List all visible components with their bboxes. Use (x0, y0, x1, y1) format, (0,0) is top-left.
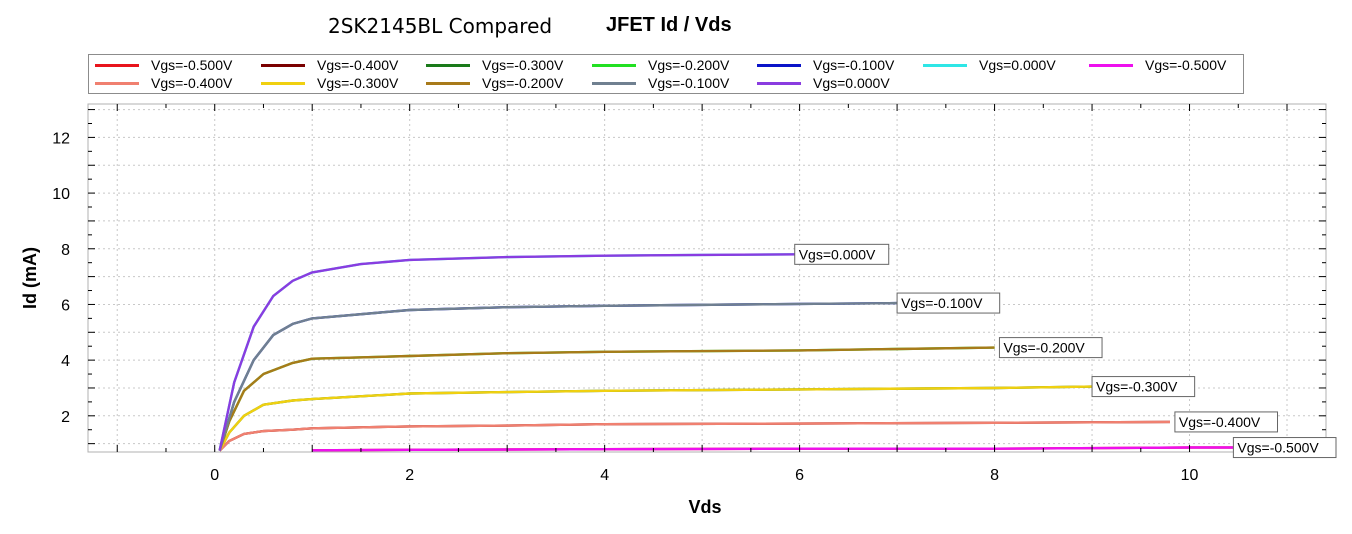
curve-label-box (998, 337, 1103, 359)
curve-label-1: Vgs=-0.100V (896, 292, 1001, 314)
x-tick-label: 2 (405, 467, 414, 484)
chart-title: JFET Id / Vds (606, 14, 732, 36)
curve-label-0: Vgs=0.000V (794, 243, 890, 265)
series-line-10 (218, 301, 898, 451)
y-axis-label: Id (mA) (20, 247, 40, 309)
legend-swatch (426, 64, 470, 67)
curve-label-box (896, 292, 1001, 314)
annotation-layer: Vgs=0.000V Vgs=-0.100V Vgs=-0.200V Vgs=-0.3… (794, 243, 1337, 459)
legend-swatch (923, 64, 967, 67)
legend-swatch (261, 64, 305, 67)
curve-label-2: Vgs=-0.200V (998, 337, 1103, 359)
legend-label: Vgs=-0.400V (151, 75, 233, 91)
series-line-9 (218, 346, 995, 451)
legend-label: Vgs=-0.100V (648, 75, 730, 91)
series-line-11 (218, 253, 800, 451)
legend-label: Vgs=0.000V (813, 75, 890, 91)
x-tick-label: 0 (210, 467, 219, 484)
curve-label-text: Vgs=-0.400V (1179, 414, 1261, 430)
curve-label-box (1091, 376, 1196, 398)
curve-label-box (1174, 411, 1279, 433)
legend-swatch (95, 82, 139, 85)
curve-label-5: Vgs=-0.500V (1232, 437, 1337, 459)
legend-swatch (261, 82, 305, 85)
legend-label: Vgs=-0.200V (482, 75, 564, 91)
curve-label-box (1232, 437, 1337, 459)
legend-label: Vgs=-0.300V (317, 75, 399, 91)
legend-swatch (592, 64, 636, 67)
curve-label-text: Vgs=-0.300V (1096, 379, 1178, 395)
legend-label: Vgs=-0.200V (648, 57, 730, 73)
x-tick-label: 4 (600, 467, 609, 484)
legend-label: Vgs=-0.400V (317, 57, 399, 73)
series-line-8 (218, 385, 1093, 452)
x-axis-label: Vds (688, 497, 721, 517)
plot-frame (87, 103, 1327, 453)
curve-label-4: Vgs=-0.400V (1174, 411, 1279, 433)
legend-swatch (95, 64, 139, 67)
y-tick-label: 10 (52, 186, 70, 203)
legend-label: Vgs=-0.300V (482, 57, 564, 73)
legend-swatch (592, 82, 636, 85)
legend-label: Vgs=-0.500V (151, 57, 233, 73)
legend-label: Vgs=-0.100V (813, 57, 895, 73)
x-tick-label: 6 (795, 467, 804, 484)
curve-label-text: Vgs=-0.200V (1003, 340, 1085, 356)
legend-swatch (757, 64, 801, 67)
y-tick-label: 8 (61, 242, 70, 259)
y-tick-label: 12 (52, 130, 70, 147)
curve-label-text: Vgs=-0.100V (901, 295, 983, 311)
legend-swatch (426, 82, 470, 85)
curve-label-text: Vgs=0.000V (799, 246, 876, 262)
x-tick-label: 10 (1181, 467, 1199, 484)
y-tick-label: 6 (61, 297, 70, 314)
x-tick-label: 8 (990, 467, 999, 484)
grid-layer (87, 103, 1327, 453)
curve-label-box (794, 243, 890, 265)
y-tick-label: 4 (61, 353, 70, 370)
chart-legend: Vgs=-0.500V Vgs=-0.400V Vgs=-0.300V Vgs=-0.… (88, 54, 1244, 94)
y-tick-label: 2 (61, 409, 70, 426)
chart-subtitle: 2SK2145BL Compared (328, 14, 553, 38)
legend-label: Vgs=-0.500V (1145, 57, 1227, 73)
legend-swatch (757, 82, 801, 85)
legend-label: Vgs=0.000V (979, 57, 1056, 73)
legend-swatch (1089, 64, 1133, 67)
curve-label-text: Vgs=-0.500V (1237, 440, 1319, 456)
curve-label-3: Vgs=-0.300V (1091, 376, 1196, 398)
axes-layer: 0 2 4 6 8 10 2 4 6 8 10 12 Vds Id (mA) (20, 104, 1326, 517)
series-line-7 (218, 420, 1171, 452)
